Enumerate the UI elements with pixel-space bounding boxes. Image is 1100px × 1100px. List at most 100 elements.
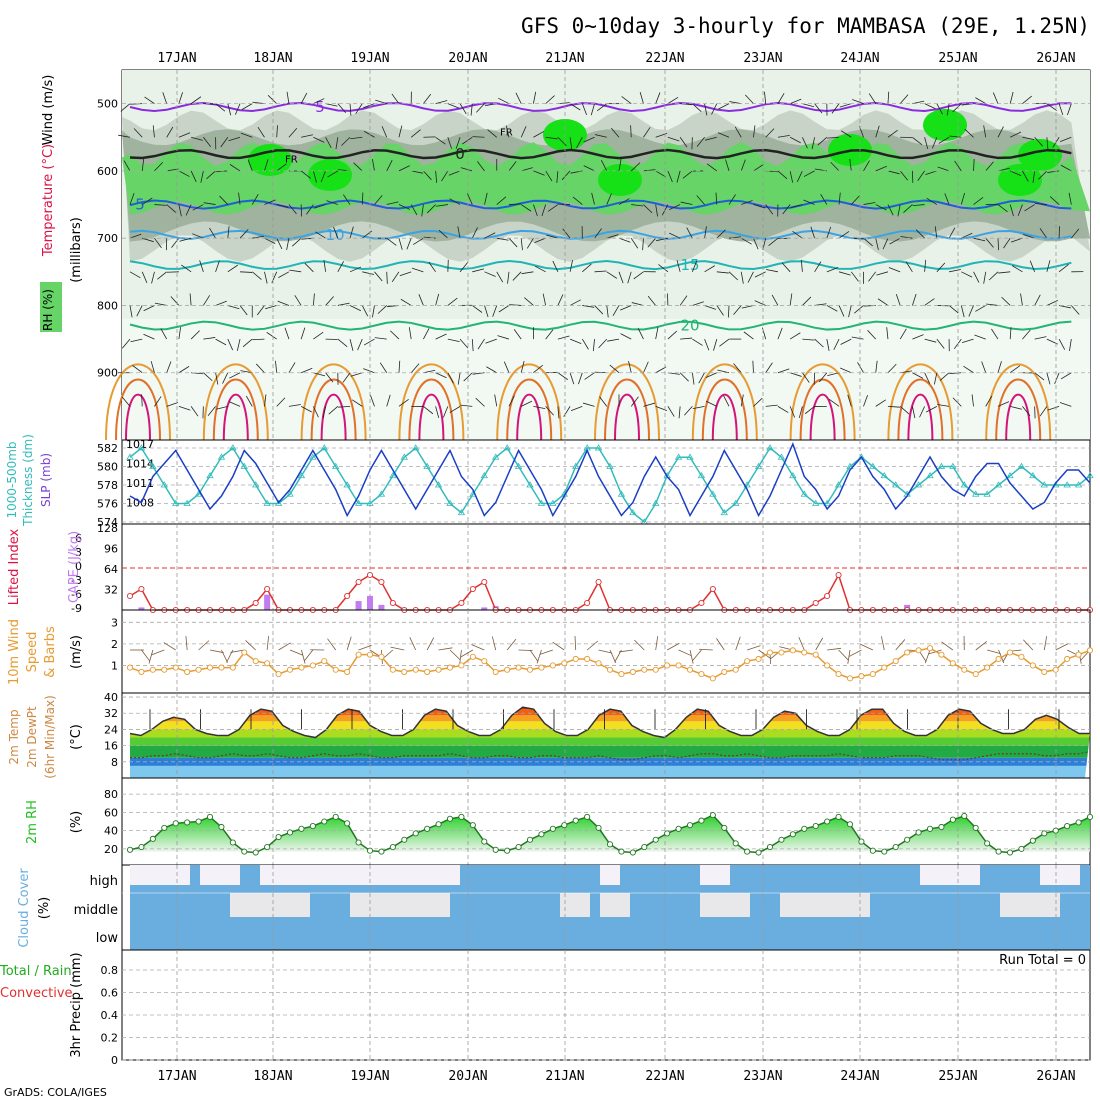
wind-barb: [789, 293, 793, 306]
thickness-line-marker: [800, 490, 808, 497]
thickness-line-marker: [926, 471, 934, 479]
wind-barb: [562, 228, 571, 239]
wind-barb: [899, 170, 909, 181]
thickness-line-marker: [526, 481, 534, 488]
wind-barb: [264, 199, 276, 205]
thickness-line-marker: [286, 490, 294, 497]
wind-barb: [435, 333, 447, 340]
lifted-index-line: [129, 573, 1090, 611]
wind-barb: [545, 406, 554, 416]
wind-barb: [826, 339, 830, 351]
wind-barb: [410, 204, 418, 216]
wind-barb: [584, 372, 595, 380]
wind-barb: [178, 204, 182, 217]
wind-barb: [154, 396, 162, 407]
wind-barb-10m: [245, 640, 256, 651]
wind-barb: [847, 394, 852, 407]
thickness-line-marker: [594, 444, 603, 451]
y-tick-label: 900: [97, 367, 118, 380]
wind-barb: [599, 396, 608, 407]
wind-barb: [215, 260, 220, 272]
temp-band: [130, 757, 1090, 766]
wind-axis-label: Wind (m/s): [41, 75, 56, 146]
thickness-line-marker: [857, 453, 866, 460]
wind-barb: [130, 338, 143, 343]
wind-barb: [606, 271, 618, 279]
y-tick-label-right: 1017: [126, 438, 154, 451]
wind-barb: [1047, 405, 1060, 411]
wind-barb: [418, 294, 424, 306]
wind-barb: [820, 194, 828, 205]
wind-barb: [533, 405, 546, 410]
temperature-arch: [408, 378, 455, 441]
wind-barb: [637, 328, 644, 340]
y-tick-label: 0: [111, 1054, 118, 1067]
wind-barb: [398, 360, 401, 373]
wind-speed-line-marker: [629, 668, 636, 675]
cape-bar: [138, 607, 145, 610]
wind-barb: [353, 162, 363, 172]
y-tick-label: 20: [104, 843, 118, 856]
wind-barb: [676, 170, 681, 183]
wind-barb-10m: [471, 644, 485, 651]
wind-speed-line-marker: [126, 664, 134, 671]
wind-barb: [313, 372, 326, 377]
wind-barb: [992, 92, 999, 104]
wind-barb: [255, 363, 265, 374]
rh-line-marker: [366, 847, 374, 854]
rh-line-marker: [766, 844, 774, 851]
wind-barb: [386, 237, 397, 246]
wind-barb: [583, 136, 595, 143]
rh-legend-swatch: [40, 282, 62, 332]
rh-max-blob: [308, 159, 352, 191]
wind-barb: [570, 405, 583, 412]
wind-barb: [983, 125, 987, 138]
wind-speed-line-marker: [789, 647, 796, 654]
wind-barb: [435, 406, 440, 419]
wind-barb-10m: [987, 649, 1001, 655]
wind-barb: [251, 193, 259, 205]
thickness-line-marker: [697, 471, 706, 479]
wind-speed-line-marker: [595, 660, 602, 667]
y-tick-label: 0.6: [101, 987, 119, 1000]
rh-line-marker: [309, 823, 316, 830]
wind-barb: [854, 305, 864, 314]
wind-barb: [803, 170, 815, 177]
wind-barb: [1022, 329, 1031, 340]
wind-speed-line-marker: [286, 666, 294, 673]
y-tick-label: 800: [97, 299, 118, 312]
cape-bar: [367, 595, 373, 610]
wind-barb: [838, 305, 845, 317]
rh-line-marker: [846, 821, 854, 828]
thickness-line-marker: [812, 499, 820, 506]
wind-barb: [391, 93, 400, 104]
thickness-line-marker: [252, 481, 260, 488]
wind-barb: [733, 305, 742, 315]
wind-barb: [717, 132, 730, 138]
wind-barb-10m: [163, 642, 176, 651]
rh-line-marker: [504, 847, 511, 854]
wind-speed-line-marker: [755, 655, 762, 663]
wind-barb: [682, 170, 693, 179]
y-tick-label: 0.2: [101, 1032, 119, 1045]
wind-barb: [398, 398, 409, 407]
wind-barb: [882, 238, 889, 250]
wind-barb: [960, 305, 965, 318]
wind-barb: [973, 237, 986, 242]
wind-barb: [229, 164, 241, 172]
wind-barb: [441, 170, 449, 182]
wind-barb: [435, 100, 448, 105]
wind-barb: [952, 397, 962, 407]
rh-line-marker: [904, 836, 911, 843]
wind-barb: [740, 394, 744, 407]
temperature-arch: [516, 393, 543, 441]
y-tick-label-right: 1008: [126, 497, 154, 510]
wind-barb: [1046, 137, 1049, 150]
wind10-axis-label-3: & Barbs: [43, 626, 58, 678]
wind-barb: [643, 402, 656, 407]
wind-barb: [983, 271, 987, 284]
rh-line-marker: [218, 823, 225, 831]
contour-label: 5: [135, 196, 145, 214]
wind-speed-line-marker: [412, 666, 419, 673]
rh-line-marker: [961, 812, 968, 820]
